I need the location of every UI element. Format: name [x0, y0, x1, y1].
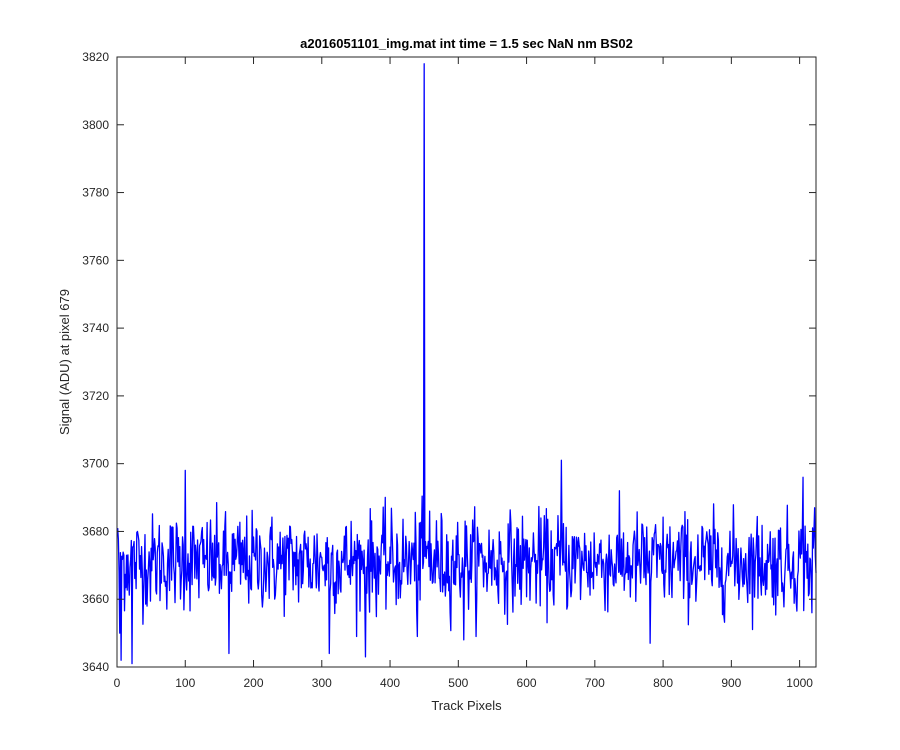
x-axis: 0 100 200 300 400 500 600 700 800 900 1000 [114, 57, 813, 690]
y-tick-label: 3800 [82, 118, 109, 132]
y-tick-label: 3760 [82, 253, 109, 267]
x-tick-label: 100 [175, 676, 195, 690]
x-tick-label: 800 [653, 676, 673, 690]
signal-series-line [117, 63, 817, 665]
plot-area [117, 57, 816, 667]
series-layer [117, 63, 817, 665]
x-tick-label: 700 [585, 676, 605, 690]
y-tick-label: 3720 [82, 389, 109, 403]
y-tick-label: 3640 [82, 660, 109, 674]
x-axis-label: Track Pixels [431, 698, 502, 713]
y-tick-label: 3700 [82, 457, 109, 471]
y-axis-label: Signal (ADU) at pixel 679 [57, 289, 72, 435]
y-tick-label: 3780 [82, 186, 109, 200]
y-tick-label: 3660 [82, 592, 109, 606]
x-tick-label: 300 [312, 676, 332, 690]
x-tick-label: 1000 [786, 676, 813, 690]
x-tick-label: 600 [517, 676, 537, 690]
chart-title: a2016051101_img.mat int time = 1.5 sec N… [300, 36, 633, 51]
axes: 0 100 200 300 400 500 600 700 800 900 1000 3640 366… [82, 50, 817, 690]
x-tick-label: 500 [448, 676, 468, 690]
y-tick-label: 3680 [82, 524, 109, 538]
axes-box [116, 56, 817, 668]
y-tick-label: 3820 [82, 50, 109, 64]
x-tick-label: 900 [721, 676, 741, 690]
y-axis: 3640 3660 3680 3700 3720 3740 3760 3780 3800 3820 [82, 50, 816, 674]
y-tick-label: 3740 [82, 321, 109, 335]
x-tick-label: 200 [244, 676, 264, 690]
x-tick-label: 400 [380, 676, 400, 690]
x-tick-label: 0 [114, 676, 121, 690]
